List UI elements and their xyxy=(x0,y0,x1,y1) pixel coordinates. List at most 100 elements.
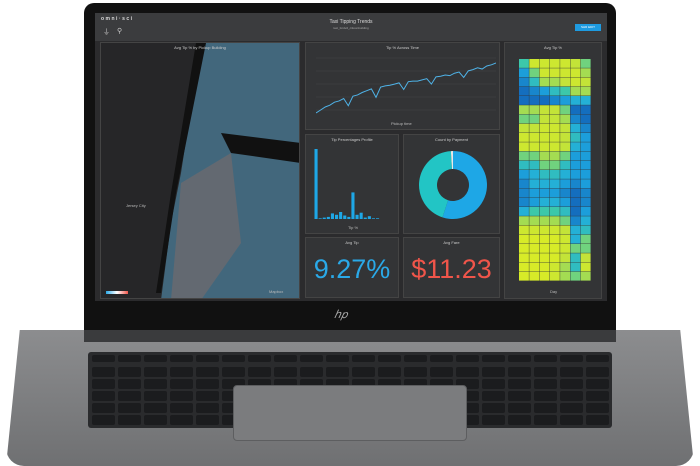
key[interactable] xyxy=(300,379,323,389)
key[interactable] xyxy=(118,355,141,362)
key[interactable] xyxy=(222,367,245,377)
key[interactable] xyxy=(456,367,479,377)
key[interactable] xyxy=(144,391,167,401)
key[interactable] xyxy=(404,379,427,389)
key[interactable] xyxy=(508,415,531,425)
key[interactable] xyxy=(170,415,193,425)
key[interactable] xyxy=(378,355,401,362)
key[interactable] xyxy=(170,391,193,401)
key[interactable] xyxy=(560,391,583,401)
key[interactable] xyxy=(248,367,271,377)
key[interactable] xyxy=(560,355,583,362)
key[interactable] xyxy=(222,355,245,362)
filter-icon[interactable]: ⏚ xyxy=(103,29,110,36)
key[interactable] xyxy=(300,367,323,377)
key[interactable] xyxy=(560,403,583,413)
key[interactable] xyxy=(248,355,271,362)
key[interactable] xyxy=(508,355,531,362)
key[interactable] xyxy=(482,355,505,362)
key[interactable] xyxy=(456,379,479,389)
key[interactable] xyxy=(404,355,427,362)
key[interactable] xyxy=(274,355,297,362)
key[interactable] xyxy=(92,391,115,401)
key[interactable] xyxy=(274,367,297,377)
key[interactable] xyxy=(196,379,219,389)
key[interactable] xyxy=(560,415,583,425)
key[interactable] xyxy=(586,415,609,425)
key[interactable] xyxy=(508,379,531,389)
key[interactable] xyxy=(92,379,115,389)
key[interactable] xyxy=(196,403,219,413)
touchpad[interactable] xyxy=(233,385,467,441)
key[interactable] xyxy=(222,379,245,389)
key[interactable] xyxy=(560,379,583,389)
key[interactable] xyxy=(430,379,453,389)
key[interactable] xyxy=(248,379,271,389)
key[interactable] xyxy=(118,415,141,425)
key[interactable] xyxy=(170,367,193,377)
key[interactable] xyxy=(144,415,167,425)
key[interactable] xyxy=(586,403,609,413)
key[interactable] xyxy=(196,355,219,362)
key[interactable] xyxy=(534,403,557,413)
key[interactable] xyxy=(170,403,193,413)
key[interactable] xyxy=(508,403,531,413)
key[interactable] xyxy=(352,379,375,389)
key[interactable] xyxy=(456,415,479,425)
key[interactable] xyxy=(144,379,167,389)
histogram[interactable] xyxy=(314,147,396,222)
key[interactable] xyxy=(456,355,479,362)
key[interactable] xyxy=(118,379,141,389)
map-canvas[interactable] xyxy=(101,43,300,299)
heatmap[interactable] xyxy=(519,59,591,281)
donut-chart[interactable] xyxy=(417,149,489,221)
key[interactable] xyxy=(300,355,323,362)
line-chart[interactable] xyxy=(316,53,496,118)
key[interactable] xyxy=(456,391,479,401)
key[interactable] xyxy=(352,355,375,362)
key[interactable] xyxy=(196,391,219,401)
key[interactable] xyxy=(482,379,505,389)
key[interactable] xyxy=(534,415,557,425)
key[interactable] xyxy=(586,379,609,389)
key[interactable] xyxy=(144,355,167,362)
key[interactable] xyxy=(534,355,557,362)
key[interactable] xyxy=(326,379,349,389)
key[interactable] xyxy=(456,403,479,413)
key[interactable] xyxy=(508,367,531,377)
key[interactable] xyxy=(118,367,141,377)
key[interactable] xyxy=(482,415,505,425)
key[interactable] xyxy=(144,367,167,377)
key[interactable] xyxy=(326,355,349,362)
key[interactable] xyxy=(144,403,167,413)
map-panel[interactable]: Avg Tip % by Pickup Building Jersey City… xyxy=(100,42,300,299)
key[interactable] xyxy=(274,379,297,389)
key[interactable] xyxy=(378,367,401,377)
edit-button[interactable]: SHR EDIT xyxy=(575,24,601,31)
key[interactable] xyxy=(118,403,141,413)
key[interactable] xyxy=(196,415,219,425)
key[interactable] xyxy=(326,367,349,377)
key[interactable] xyxy=(534,367,557,377)
share-icon[interactable]: ⚲ xyxy=(117,28,123,35)
key[interactable] xyxy=(482,367,505,377)
key[interactable] xyxy=(378,379,401,389)
key[interactable] xyxy=(534,391,557,401)
key[interactable] xyxy=(430,355,453,362)
key[interactable] xyxy=(586,391,609,401)
key[interactable] xyxy=(586,367,609,377)
key[interactable] xyxy=(404,367,427,377)
key[interactable] xyxy=(92,415,115,425)
key[interactable] xyxy=(482,391,505,401)
key[interactable] xyxy=(92,355,115,362)
key[interactable] xyxy=(508,391,531,401)
key[interactable] xyxy=(560,367,583,377)
key[interactable] xyxy=(534,379,557,389)
key[interactable] xyxy=(352,367,375,377)
key[interactable] xyxy=(170,355,193,362)
key[interactable] xyxy=(118,391,141,401)
key[interactable] xyxy=(196,367,219,377)
key[interactable] xyxy=(482,403,505,413)
key[interactable] xyxy=(92,367,115,377)
key[interactable] xyxy=(170,379,193,389)
